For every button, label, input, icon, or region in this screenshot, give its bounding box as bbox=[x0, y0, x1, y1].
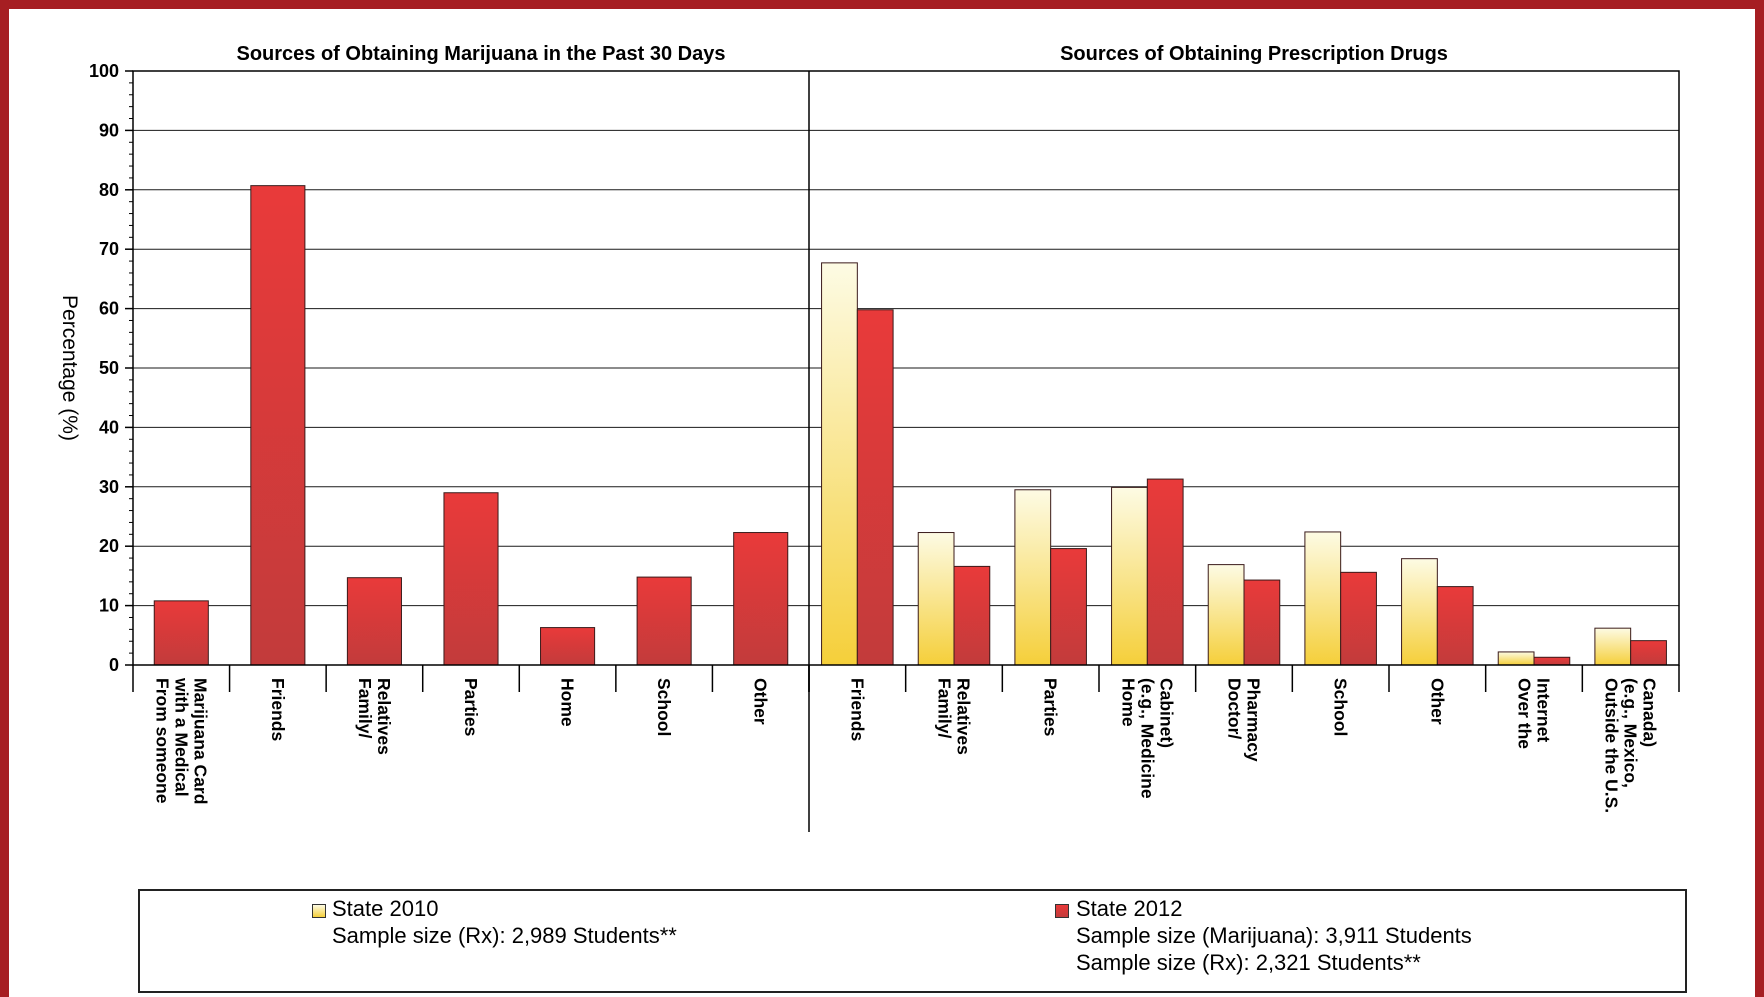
bar-2012 bbox=[856, 309, 894, 666]
category-label: Family/Relatives bbox=[935, 678, 974, 755]
category-label-line: Other bbox=[1427, 678, 1447, 725]
y-axis-ticks: 0 10 20 30 40 50 60 70 80 90 100 bbox=[89, 61, 119, 675]
category-label-line: Home bbox=[558, 678, 578, 727]
category-label-line: School bbox=[1331, 678, 1351, 736]
bar-2012 bbox=[346, 577, 402, 666]
bar-2010 bbox=[1594, 627, 1632, 666]
y-tick-label: 100 bbox=[89, 61, 119, 81]
category-label: School bbox=[654, 678, 674, 736]
bar-2012 bbox=[153, 600, 209, 666]
bar-2012 bbox=[1630, 640, 1667, 666]
bar-2012 bbox=[540, 627, 596, 666]
bar-2010 bbox=[1401, 558, 1438, 666]
bar-2010 bbox=[1207, 564, 1245, 666]
category-label-line: Home bbox=[1118, 678, 1138, 727]
y-tick-label: 50 bbox=[99, 358, 119, 378]
legend-swatch-2010 bbox=[312, 904, 326, 918]
category-label: Parties bbox=[461, 678, 481, 737]
legend-label-2012: State 2012 bbox=[1076, 896, 1183, 921]
category-label: Home (e.g., Medicine Cabinet) bbox=[1118, 678, 1176, 799]
y-axis-label: Percentage (%) bbox=[58, 295, 81, 441]
bar-2010 bbox=[821, 262, 858, 666]
category-labels: From someone with a Medical Marijuana Card… bbox=[152, 677, 1659, 813]
category-label: Family/Relatives bbox=[355, 678, 394, 755]
category-label-line: (e.g., Medicine bbox=[1137, 678, 1157, 799]
bar-2012 bbox=[1146, 478, 1184, 666]
bar-2010 bbox=[1111, 486, 1148, 666]
category-label: School bbox=[1331, 678, 1351, 736]
category-label: Over the Internet bbox=[1515, 678, 1554, 749]
category-label-line: Doctor/ bbox=[1225, 678, 1245, 739]
category-label-line: Pharmacy bbox=[1244, 678, 1264, 762]
category-label-line: Other bbox=[751, 678, 771, 725]
legend-label-2010: State 2010 bbox=[332, 896, 439, 921]
category-label-line: Friends bbox=[847, 678, 867, 741]
y-tick-label: 0 bbox=[109, 655, 119, 675]
bar-2010 bbox=[1014, 489, 1052, 666]
category-label-line: Relatives bbox=[374, 678, 394, 755]
bar-2010 bbox=[917, 532, 955, 666]
y-tick-label: 10 bbox=[99, 596, 119, 616]
category-label-line: From someone bbox=[152, 678, 172, 804]
bar-2012 bbox=[250, 185, 306, 666]
category-label-line: with a Medical bbox=[171, 677, 191, 797]
category-label: Doctor/Pharmacy bbox=[1225, 678, 1264, 762]
y-tick-label: 90 bbox=[99, 120, 119, 140]
y-tick-label: 20 bbox=[99, 536, 119, 556]
legend-sample-rx-2012: Sample size (Rx): 2,321 Students** bbox=[1076, 950, 1421, 975]
bar-2012 bbox=[953, 565, 991, 666]
category-label: Friends bbox=[847, 678, 867, 741]
category-label-line: Canada) bbox=[1640, 678, 1660, 747]
category-label: Friends bbox=[268, 678, 288, 741]
bar-2012 bbox=[1436, 586, 1474, 666]
category-label-line: (e.g., Mexico, bbox=[1621, 678, 1641, 788]
bar-2012 bbox=[1533, 656, 1571, 666]
category-label: Parties bbox=[1041, 678, 1061, 737]
bar-2010 bbox=[1497, 651, 1535, 666]
bars bbox=[153, 185, 1667, 666]
y-tick-label: 70 bbox=[99, 239, 119, 259]
axes bbox=[125, 70, 1680, 832]
y-tick-label: 30 bbox=[99, 477, 119, 497]
category-label: Other bbox=[751, 678, 771, 725]
category-label: Other bbox=[1427, 678, 1447, 725]
y-tick-label: 80 bbox=[99, 180, 119, 200]
category-label-line: Parties bbox=[461, 678, 481, 737]
category-label-line: Parties bbox=[1041, 678, 1061, 737]
bar-2012 bbox=[636, 576, 692, 666]
chart-title-marijuana: Sources of Obtaining Marijuana in the Pa… bbox=[236, 43, 725, 65]
category-label-line: Family/ bbox=[935, 678, 955, 738]
legend-sample-marijuana-2012: Sample size (Marijuana): 3,911 Students bbox=[1076, 923, 1472, 948]
bar-2012 bbox=[1050, 548, 1087, 666]
category-label-line: Over the bbox=[1515, 678, 1535, 749]
category-label-line: Outside the U.S. bbox=[1602, 678, 1622, 813]
category-label-line: Family/ bbox=[355, 678, 375, 738]
y-tick-label: 60 bbox=[99, 299, 119, 319]
category-label: Home bbox=[558, 678, 578, 727]
category-label-line: Internet bbox=[1534, 678, 1554, 742]
category-label: Outside the U.S. (e.g., Mexico, Canada) bbox=[1602, 678, 1660, 813]
bar-2012 bbox=[1340, 571, 1377, 666]
legend-swatch-2012 bbox=[1055, 904, 1069, 918]
gridlines bbox=[133, 70, 1679, 607]
bar-2012 bbox=[1243, 579, 1281, 666]
category-label-line: Cabinet) bbox=[1156, 678, 1176, 748]
category-label-line: Friends bbox=[268, 678, 288, 741]
legend: State 2010 Sample size (Rx): 2,989 Stude… bbox=[138, 889, 1687, 993]
bar-2010 bbox=[1304, 531, 1342, 666]
category-label: From someone with a Medical Marijuana Card bbox=[152, 677, 210, 804]
legend-sample-rx-2010: Sample size (Rx): 2,989 Students** bbox=[332, 923, 677, 948]
bar-2012 bbox=[733, 532, 789, 666]
category-label-line: Relatives bbox=[954, 678, 974, 755]
category-label-line: Marijuana Card bbox=[190, 678, 210, 804]
bar-2012 bbox=[443, 492, 499, 666]
chart-title-prescription: Sources of Obtaining Prescription Drugs bbox=[1060, 43, 1448, 65]
category-label-line: School bbox=[654, 678, 674, 736]
y-tick-label: 40 bbox=[99, 417, 119, 437]
